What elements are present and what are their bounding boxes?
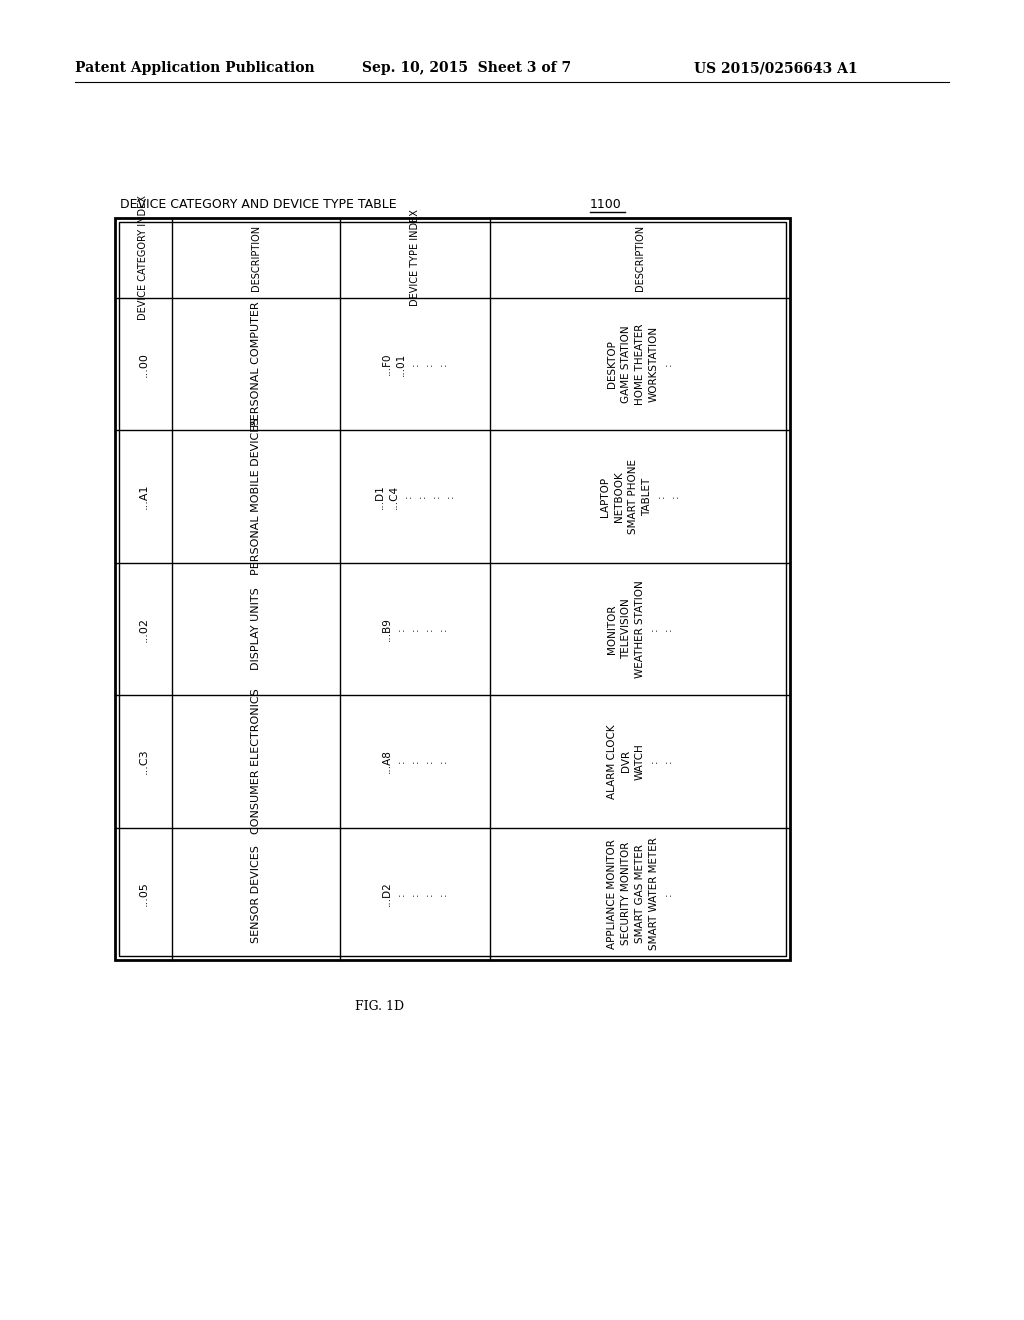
Text: US 2015/0256643 A1: US 2015/0256643 A1 bbox=[694, 61, 858, 75]
Text: ...D1
...C4
:
:
:
:: ...D1 ...C4 : : : : bbox=[375, 484, 455, 510]
Text: DESCRIPTION: DESCRIPTION bbox=[635, 224, 645, 292]
Text: DESCRIPTION: DESCRIPTION bbox=[251, 224, 261, 292]
Text: ...05: ...05 bbox=[138, 882, 148, 907]
Text: ALARM CLOCK
DVR
WATCH
:
:: ALARM CLOCK DVR WATCH : : bbox=[607, 725, 673, 799]
Text: SENSOR DEVICES: SENSOR DEVICES bbox=[251, 845, 261, 942]
Text: ...02: ...02 bbox=[138, 616, 148, 642]
Text: LAPTOP
NETBOOK
SMART PHONE
TABLET
:
:: LAPTOP NETBOOK SMART PHONE TABLET : : bbox=[600, 459, 680, 535]
Text: ...F0
...01
:
:
:: ...F0 ...01 : : : bbox=[382, 352, 449, 376]
Text: ...C3: ...C3 bbox=[138, 748, 148, 775]
Text: ...00: ...00 bbox=[138, 351, 148, 376]
Bar bbox=[115, 218, 790, 960]
Text: 1100: 1100 bbox=[590, 198, 622, 211]
Text: PERSONAL COMPUTER: PERSONAL COMPUTER bbox=[251, 301, 261, 426]
Text: ...D2
:
:
:
:: ...D2 : : : : bbox=[382, 882, 449, 906]
Text: CONSUMER ELECTRONICS: CONSUMER ELECTRONICS bbox=[251, 689, 261, 834]
Text: PERSONAL MOBILE DEVICES: PERSONAL MOBILE DEVICES bbox=[251, 418, 261, 576]
Text: DESKTOP
GAME STATION
HOME THEATER
WORKSTATION
:: DESKTOP GAME STATION HOME THEATER WORKST… bbox=[607, 323, 673, 405]
Text: MONITOR
TELEVISION
WEATHER STATION
:
:: MONITOR TELEVISION WEATHER STATION : : bbox=[607, 579, 673, 678]
Text: ...B9
:
:
:
:: ...B9 : : : : bbox=[382, 616, 449, 642]
Text: ...A8
:
:
:
:: ...A8 : : : : bbox=[382, 750, 449, 774]
Text: Patent Application Publication: Patent Application Publication bbox=[75, 61, 314, 75]
Text: DEVICE CATEGORY INDEX: DEVICE CATEGORY INDEX bbox=[138, 195, 148, 321]
Text: FIG. 1D: FIG. 1D bbox=[355, 1001, 404, 1012]
Text: ...A1: ...A1 bbox=[138, 484, 148, 510]
Text: APPLIANCE MONITOR
SECURITY MONITOR
SMART GAS METER
SMART WATER METER
:: APPLIANCE MONITOR SECURITY MONITOR SMART… bbox=[607, 837, 673, 950]
Bar bbox=[119, 222, 786, 956]
Text: DEVICE TYPE INDEX: DEVICE TYPE INDEX bbox=[410, 210, 420, 306]
Text: DISPLAY UNITS: DISPLAY UNITS bbox=[251, 587, 261, 671]
Text: DEVICE CATEGORY AND DEVICE TYPE TABLE: DEVICE CATEGORY AND DEVICE TYPE TABLE bbox=[120, 198, 396, 211]
Text: Sep. 10, 2015  Sheet 3 of 7: Sep. 10, 2015 Sheet 3 of 7 bbox=[362, 61, 571, 75]
